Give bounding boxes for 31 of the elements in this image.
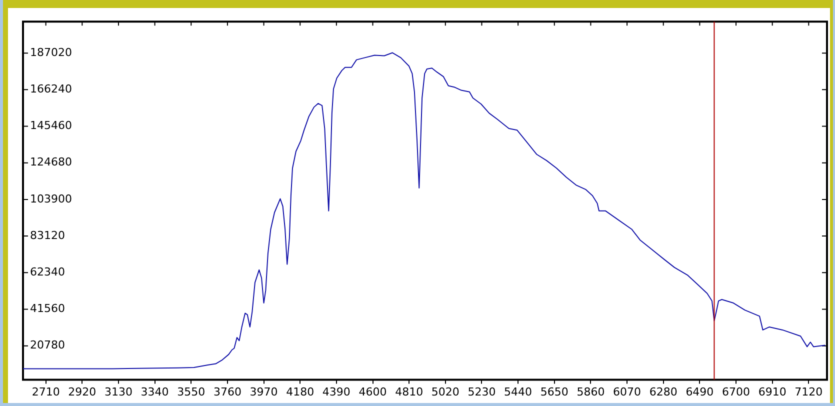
x-tick-label: 4810 bbox=[395, 385, 424, 398]
y-tick-label: 41560 bbox=[30, 302, 65, 316]
y-tick-label: 62340 bbox=[30, 266, 65, 279]
y-tick-label: 145460 bbox=[30, 119, 72, 132]
x-tick-label: 4600 bbox=[358, 385, 387, 398]
x-tick-label: 6700 bbox=[722, 385, 750, 398]
x-tick-label: 2920 bbox=[68, 385, 96, 398]
y-tick-label: 187020 bbox=[30, 46, 72, 59]
y-tick-label: 83120 bbox=[30, 228, 65, 242]
x-tick-label: 6490 bbox=[686, 385, 714, 398]
x-tick-label: 6280 bbox=[649, 385, 678, 398]
y-tick-label: 20780 bbox=[30, 338, 65, 352]
x-tick-label: 6070 bbox=[613, 385, 642, 398]
x-tick-label: 3550 bbox=[177, 385, 206, 398]
x-tick-label: 3340 bbox=[140, 385, 169, 398]
x-tick-label: 3130 bbox=[104, 385, 132, 398]
y-tick-label: 124680 bbox=[30, 156, 72, 169]
y-tick-label: 103900 bbox=[30, 192, 72, 206]
x-tick-label: 2710 bbox=[32, 385, 60, 398]
x-tick-label: 5440 bbox=[504, 385, 532, 398]
x-tick-label: 5650 bbox=[540, 385, 568, 398]
x-tick-label: 3760 bbox=[213, 385, 242, 398]
x-tick-label: 5230 bbox=[468, 385, 496, 398]
x-tick-label: 5860 bbox=[576, 385, 605, 398]
x-tick-label: 3970 bbox=[250, 385, 278, 398]
x-tick-label: 4180 bbox=[286, 385, 314, 398]
y-tick-label: 166240 bbox=[30, 82, 72, 96]
x-tick-label: 4390 bbox=[322, 385, 350, 398]
x-tick-label: 6910 bbox=[758, 385, 786, 398]
x-tick-label: 7120 bbox=[794, 385, 823, 398]
x-tick-label: 5020 bbox=[431, 385, 460, 398]
